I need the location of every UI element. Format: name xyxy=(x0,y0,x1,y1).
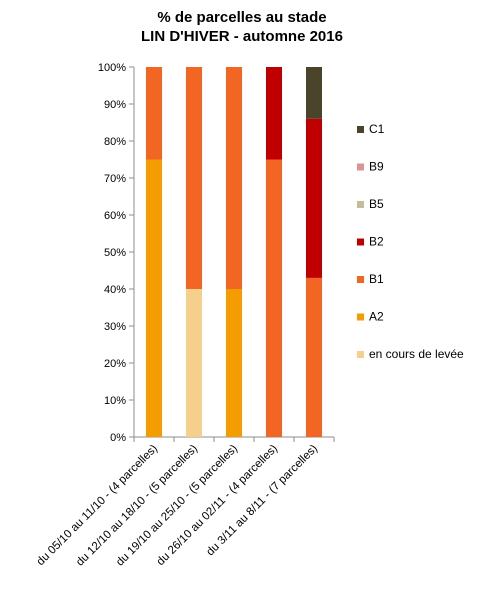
bar-segment xyxy=(146,159,162,437)
chart-title-line-2: LIN D'HIVER - automne 2016 xyxy=(141,28,343,45)
y-tick-label: 60% xyxy=(104,210,126,222)
legend-swatch xyxy=(357,238,364,246)
y-tick-label: 10% xyxy=(104,395,126,407)
legend-label: B2 xyxy=(369,235,384,249)
y-tick-label: 20% xyxy=(104,358,126,370)
y-tick-label: 100% xyxy=(98,62,126,74)
y-tick-label: 50% xyxy=(104,247,126,259)
legend-swatch xyxy=(357,201,364,208)
legend-label: en cours de levée xyxy=(369,347,464,361)
legend-label: B1 xyxy=(369,272,384,286)
legend-swatch xyxy=(357,313,364,321)
legend-swatch xyxy=(357,351,364,358)
legend-label: C1 xyxy=(369,122,385,136)
y-tick-label: 40% xyxy=(104,284,126,296)
chart-title-line-1: % de parcelles au stade xyxy=(157,9,327,26)
bar-segment xyxy=(226,289,242,437)
bar-segment xyxy=(186,289,202,437)
legend-label: B5 xyxy=(369,197,384,211)
legend-swatch xyxy=(357,276,364,283)
legend-swatch xyxy=(357,126,364,133)
y-tick-label: 30% xyxy=(104,321,126,333)
bar-segment xyxy=(226,67,242,289)
y-tick-label: 90% xyxy=(104,99,126,111)
bar-segment xyxy=(266,159,282,437)
bar-segment xyxy=(306,277,322,437)
legend-label: A2 xyxy=(369,310,384,324)
bar-segment xyxy=(186,67,202,289)
bar-segment xyxy=(146,67,162,160)
y-tick-label: 0% xyxy=(110,432,126,444)
chart-title: % de parcelles au stade LIN D'HIVER - au… xyxy=(0,8,484,46)
bar-segment xyxy=(306,118,322,278)
legend-label: B9 xyxy=(369,160,384,174)
legend-swatch xyxy=(357,163,364,171)
bar-segment xyxy=(266,67,282,160)
bar-segment xyxy=(306,67,322,119)
y-tick-label: 80% xyxy=(104,136,126,148)
y-tick-label: 70% xyxy=(104,173,126,185)
